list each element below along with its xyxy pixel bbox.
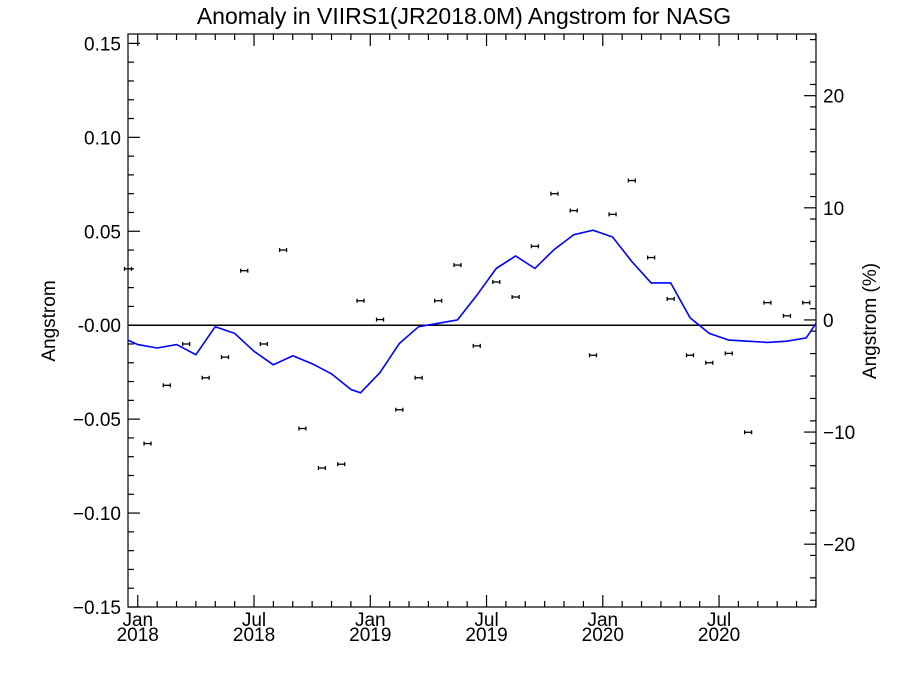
data-point	[434, 298, 443, 303]
y-tick-label-left: 0.10	[84, 128, 121, 149]
y-tick-label-left: −0.10	[73, 504, 121, 525]
data-point	[143, 441, 152, 446]
data-point	[724, 351, 733, 356]
data-point	[259, 341, 268, 346]
x-tick-label-month: Jul	[707, 610, 731, 631]
data-point	[162, 383, 171, 388]
data-point	[240, 268, 249, 273]
data-point	[220, 355, 230, 360]
data-point	[356, 298, 365, 303]
data-point	[608, 212, 617, 217]
data-point	[511, 295, 520, 300]
data-point	[666, 296, 675, 301]
x-tick-label-year: 2020	[698, 625, 740, 646]
data-point	[375, 317, 385, 322]
data-point	[588, 353, 598, 358]
y-tick-label-right: 0	[823, 311, 834, 332]
y-tick-label-right: −20	[823, 535, 855, 556]
data-point	[802, 300, 811, 305]
chart-title: Anomaly in VIIRS1(JR2018.0M) Angstrom fo…	[197, 3, 731, 29]
data-point	[743, 430, 753, 435]
data-point	[337, 462, 346, 467]
data-point	[550, 191, 559, 196]
y-tick-label-left: 0.15	[84, 34, 121, 55]
x-tick-label-month: Jan	[587, 610, 618, 631]
y-tick-label-left: −0.15	[73, 598, 121, 619]
x-tick-label-year: 2018	[233, 625, 275, 646]
data-point	[530, 244, 540, 249]
data-point	[298, 426, 307, 431]
data-point	[395, 407, 404, 412]
data-point	[646, 255, 656, 260]
data-point	[782, 313, 792, 318]
x-tick-label-month: Jan	[122, 610, 153, 631]
x-tick-label-month: Jul	[242, 610, 266, 631]
data-point	[123, 266, 133, 271]
x-tick-label-year: 2018	[117, 625, 159, 646]
data-point	[763, 300, 772, 305]
data-point	[453, 263, 462, 268]
data-point	[317, 465, 327, 470]
plot-frame	[127, 33, 817, 608]
y-tick-label-left: -0.00	[78, 316, 121, 337]
data-point	[201, 375, 210, 380]
data-point	[627, 178, 637, 183]
y-axis-label-right: Angstrom (%)	[860, 263, 881, 379]
data-point	[278, 248, 288, 253]
x-tick-label-year: 2019	[465, 625, 507, 646]
data-point	[705, 360, 714, 365]
y-tick-label-right: 10	[823, 199, 844, 220]
data-point	[181, 341, 191, 346]
x-tick-label-month: Jan	[355, 610, 386, 631]
y-tick-label-right: 20	[823, 87, 844, 108]
y-tick-label-right: −10	[823, 423, 855, 444]
data-point	[685, 353, 695, 358]
y-tick-label-left: −0.05	[73, 410, 121, 431]
y-tick-label-left: 0.05	[84, 222, 121, 243]
data-point	[414, 375, 423, 380]
anomaly-percent-line	[127, 229, 817, 394]
data-point	[492, 279, 501, 284]
y-axis-label-left: Angstrom	[39, 280, 60, 361]
x-tick-label-month: Jul	[474, 610, 498, 631]
data-point	[472, 343, 481, 348]
data-point	[569, 208, 578, 213]
x-tick-label-year: 2019	[349, 625, 391, 646]
x-tick-label-year: 2020	[582, 625, 624, 646]
